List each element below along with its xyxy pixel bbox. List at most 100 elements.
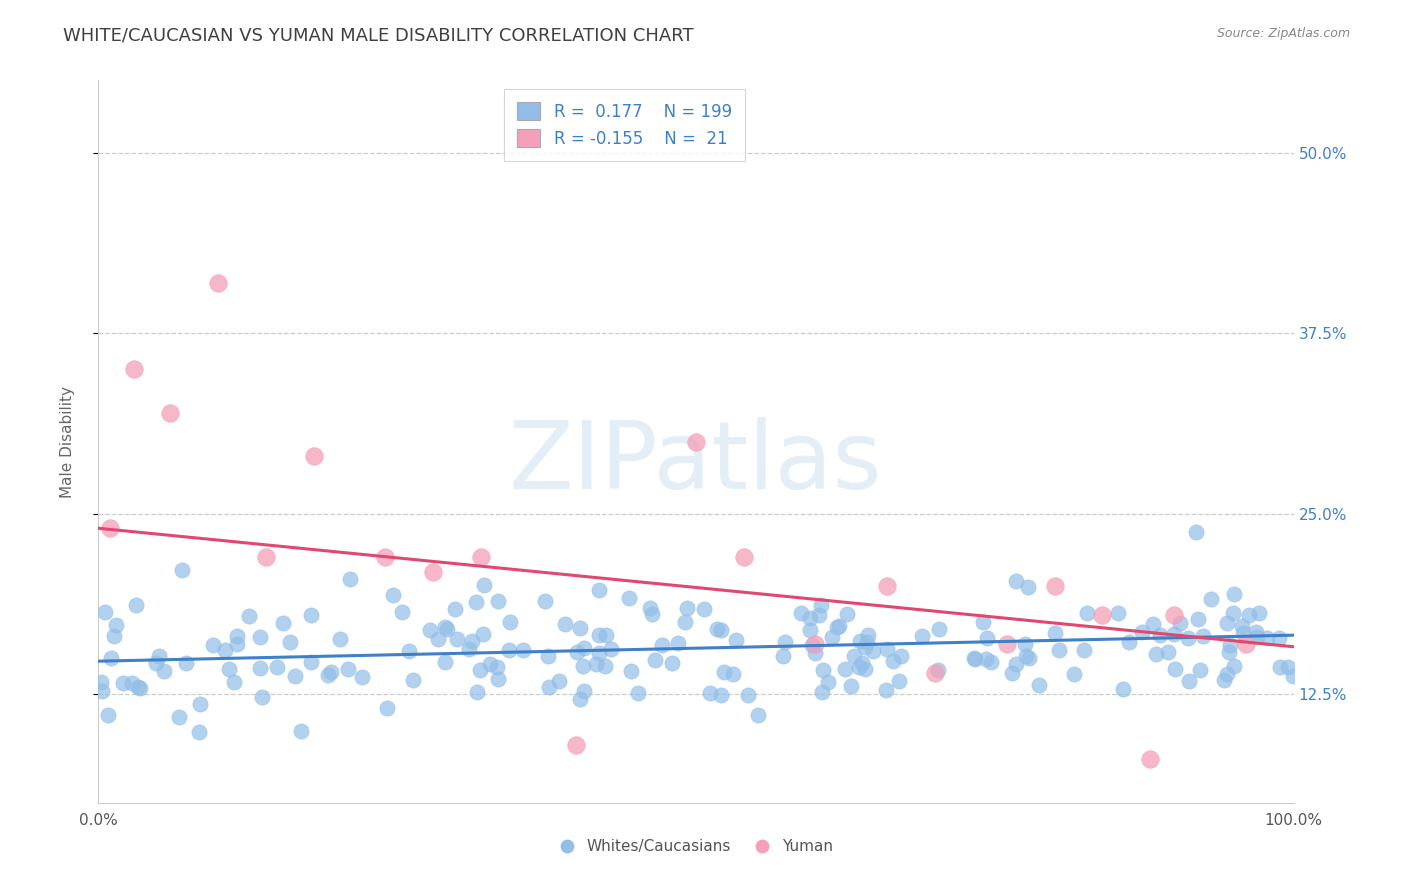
Point [572,684,595,698]
Point [574,640,596,655]
Point [207,276,229,290]
Point [1017,580,1039,594]
Point [980,656,1002,670]
Point [382,588,405,602]
Point [725,632,748,647]
Text: WHITE/CAUCASIAN VS YUMAN MALE DISABILITY CORRELATION CHART: WHITE/CAUCASIAN VS YUMAN MALE DISABILITY… [63,27,695,45]
Point [963,651,986,665]
Point [112,675,135,690]
Point [821,630,844,644]
Point [464,595,486,609]
Point [201,638,224,652]
Point [817,675,839,690]
Point [377,700,399,714]
Point [299,607,322,622]
Point [1256,632,1278,646]
Point [226,629,249,643]
Point [124,362,146,376]
Point [1163,627,1185,641]
Point [148,648,170,663]
Point [828,619,851,633]
Point [747,708,769,723]
Point [1091,607,1114,622]
Point [94,605,117,619]
Point [224,674,246,689]
Y-axis label: Male Disability: Male Disability [60,385,75,498]
Point [252,690,274,705]
Point [1219,638,1241,652]
Text: Source: ZipAtlas.com: Source: ZipAtlas.com [1216,27,1350,40]
Point [685,434,707,449]
Point [536,648,558,663]
Point [699,686,721,700]
Point [1028,678,1050,692]
Point [790,606,813,620]
Point [284,668,307,682]
Point [668,636,690,650]
Point [486,660,509,674]
Point [1004,657,1026,672]
Point [834,662,856,676]
Point [98,521,122,535]
Point [266,660,288,674]
Point [963,652,986,666]
Point [851,656,873,670]
Point [238,609,260,624]
Point [737,688,759,702]
Point [1268,631,1291,645]
Point [374,550,396,565]
Point [772,648,794,663]
Point [710,623,733,637]
Point [974,652,997,666]
Point [90,675,112,690]
Point [534,594,557,608]
Point [804,637,827,651]
Point [121,676,143,690]
Point [568,621,591,635]
Point [1163,607,1185,622]
Point [706,622,728,636]
Point [876,642,898,657]
Point [676,601,699,615]
Point [104,618,127,632]
Point [352,670,374,684]
Point [673,615,696,629]
Point [1244,625,1267,640]
Point [1222,659,1244,673]
Point [638,601,661,615]
Point [876,579,898,593]
Point [595,627,617,641]
Point [290,724,312,739]
Point [1234,637,1257,651]
Point [249,630,271,644]
Point [336,662,359,676]
Point [1043,579,1066,593]
Point [103,629,125,643]
Point [498,643,520,657]
Point [1277,660,1299,674]
Point [773,634,796,648]
Point [568,691,591,706]
Point [1142,617,1164,632]
Point [91,683,114,698]
Point [422,565,444,579]
Point [849,634,872,648]
Point [254,550,277,565]
Point [319,665,342,679]
Point [280,635,302,649]
Text: ZIPatlas: ZIPatlas [509,417,883,509]
Point [1192,629,1215,643]
Point [713,665,735,679]
Point [567,645,589,659]
Point [848,660,870,674]
Point [1232,626,1254,640]
Point [839,679,862,693]
Point [1223,587,1246,601]
Point [547,674,569,689]
Point [443,602,465,616]
Point [588,583,610,598]
Point [391,605,413,619]
Point [1268,660,1291,674]
Point [127,680,149,694]
Point [810,598,832,612]
